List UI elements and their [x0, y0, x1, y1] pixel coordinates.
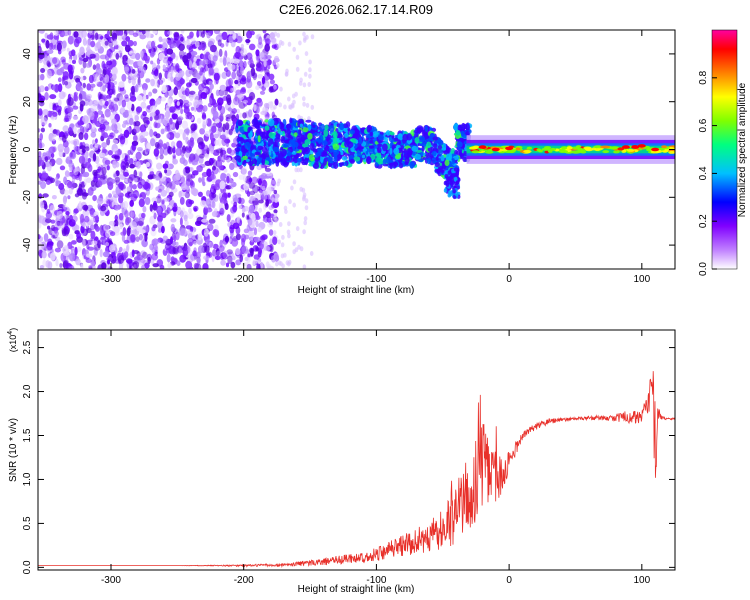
snr-axes: -300 -200 -100 0 100 0.0 0.5 1.0 1.5 2.0 2.5 — [22, 330, 675, 586]
x-tick-label: 0 — [506, 575, 512, 586]
y-tick-label: 40 — [22, 48, 33, 60]
y-tick-label: 0.0 — [22, 560, 33, 574]
y-tick-label: 2.0 — [22, 384, 33, 398]
spectrogram-image — [38, 30, 675, 269]
y-tick-label: 0 — [22, 146, 33, 152]
colorbar-ticks: 0.0 0.2 0.4 0.6 0.8 — [698, 70, 717, 276]
colorbar-tick-label: 0.4 — [698, 166, 709, 180]
snr-frame — [37, 329, 676, 571]
y-tick-label: 0.5 — [22, 516, 33, 530]
x-tick-label: -200 — [234, 274, 254, 285]
y-tick-label: 2.5 — [22, 340, 33, 354]
hot-spot — [621, 145, 630, 149]
hot-spot — [651, 147, 660, 152]
colorbar-tick-label: 0.8 — [698, 70, 709, 84]
multiplier-exp: 4 — [7, 331, 14, 335]
y-tick-label: 20 — [22, 96, 33, 108]
x-tick-label: -100 — [366, 274, 386, 285]
x-tick-label: 100 — [633, 274, 650, 285]
multiplier-close: ) — [8, 328, 18, 331]
colorbar-tick-label: 0.6 — [698, 118, 709, 132]
hot-spot — [637, 144, 646, 148]
snr-panel: -300 -200 -100 0 100 0.0 0.5 1.0 1.5 2.0 2.5 Heigh… — [7, 328, 676, 595]
hot-spot — [505, 146, 514, 151]
y-tick-label: 1.0 — [22, 472, 33, 486]
figure-title: C2E6.2026.062.17.14.R09 — [279, 2, 433, 17]
colorbar-gradient — [711, 29, 738, 270]
spectrogram-ylabel: Frequency (Hz) — [8, 116, 19, 185]
snr-ylabel: SNR (10 * v/v) — [8, 418, 19, 482]
svg-text:(x104): (x104) — [7, 328, 18, 352]
x-tick-label: -300 — [101, 274, 121, 285]
hot-spot — [631, 145, 640, 149]
colorbar: 0.0 0.2 0.4 0.6 0.8 Normalized spectral ampl… — [698, 29, 748, 276]
y-tick-label: -40 — [22, 237, 33, 252]
snr-series-line — [38, 371, 675, 569]
snr-xlabel: Height of straight line (km) — [298, 584, 415, 595]
x-tick-label: 100 — [633, 575, 650, 586]
y-tick-label: -20 — [22, 190, 33, 205]
spectrogram-xlabel: Height of straight line (km) — [298, 285, 415, 296]
snr-multiplier: (x104) — [7, 328, 18, 352]
multiplier-base: (x10 — [8, 335, 18, 353]
x-tick-label: -300 — [101, 575, 121, 586]
x-tick-label: 0 — [506, 274, 512, 285]
x-tick-label: -100 — [366, 575, 386, 586]
colorbar-label: Normalized spectral amplitude — [737, 82, 748, 217]
colorbar-tick-label: 0.2 — [698, 214, 709, 228]
hot-spot — [478, 145, 487, 149]
colorbar-tick-label: 0.0 — [698, 262, 709, 276]
x-tick-label: -200 — [234, 575, 254, 586]
y-tick-label: 1.5 — [22, 428, 33, 442]
hot-spot — [491, 147, 500, 152]
